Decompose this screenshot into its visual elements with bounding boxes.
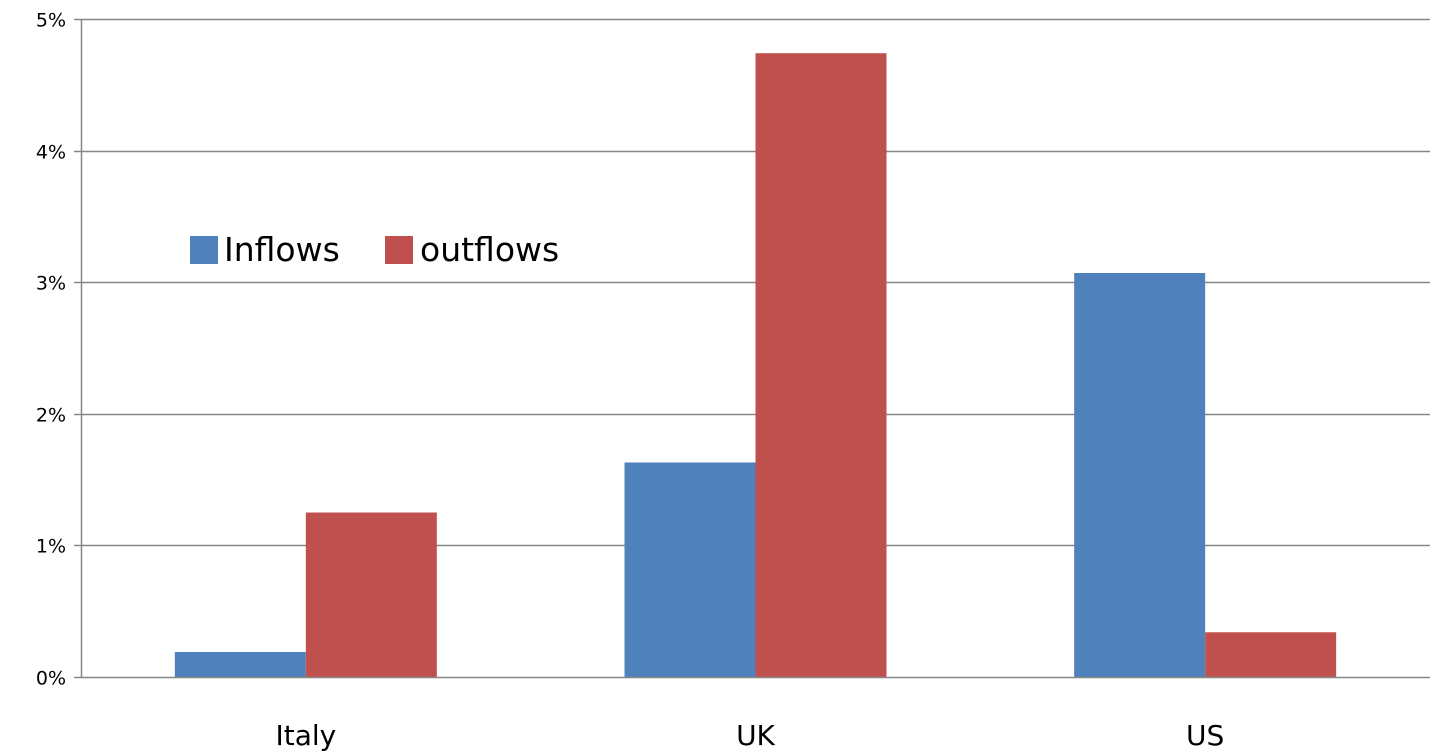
legend-swatch-outflows bbox=[385, 236, 413, 264]
y-tick-labels: 0% 1% 2% 3% 4% 5% bbox=[36, 10, 66, 690]
legend: Inflows outflows bbox=[190, 230, 559, 269]
y-tick-label: 2% bbox=[36, 405, 66, 427]
bar-inflows-us bbox=[1074, 272, 1206, 677]
x-category-label: UK bbox=[736, 719, 775, 752]
bar-outflows-us bbox=[1205, 632, 1337, 677]
x-category-label: US bbox=[1186, 719, 1224, 752]
x-category-label: Italy bbox=[275, 719, 336, 752]
legend-label-outflows: outflows bbox=[420, 230, 559, 269]
bar-outflows-uk bbox=[755, 53, 887, 677]
y-tick-label: 3% bbox=[36, 273, 66, 295]
axes bbox=[74, 18, 1430, 679]
x-category-labels: Italy UK US bbox=[275, 719, 1224, 752]
bar-inflows-italy bbox=[174, 651, 306, 677]
bar-outflows-italy bbox=[305, 512, 437, 677]
bar-inflows-uk bbox=[624, 462, 756, 677]
y-tick-label: 0% bbox=[36, 668, 66, 690]
y-tick-label: 1% bbox=[36, 536, 66, 558]
y-tick-label: 4% bbox=[36, 142, 66, 164]
legend-label-inflows: Inflows bbox=[224, 230, 340, 269]
y-tick-label: 5% bbox=[36, 10, 66, 32]
bars bbox=[174, 53, 1337, 677]
legend-swatch-inflows bbox=[190, 236, 218, 264]
